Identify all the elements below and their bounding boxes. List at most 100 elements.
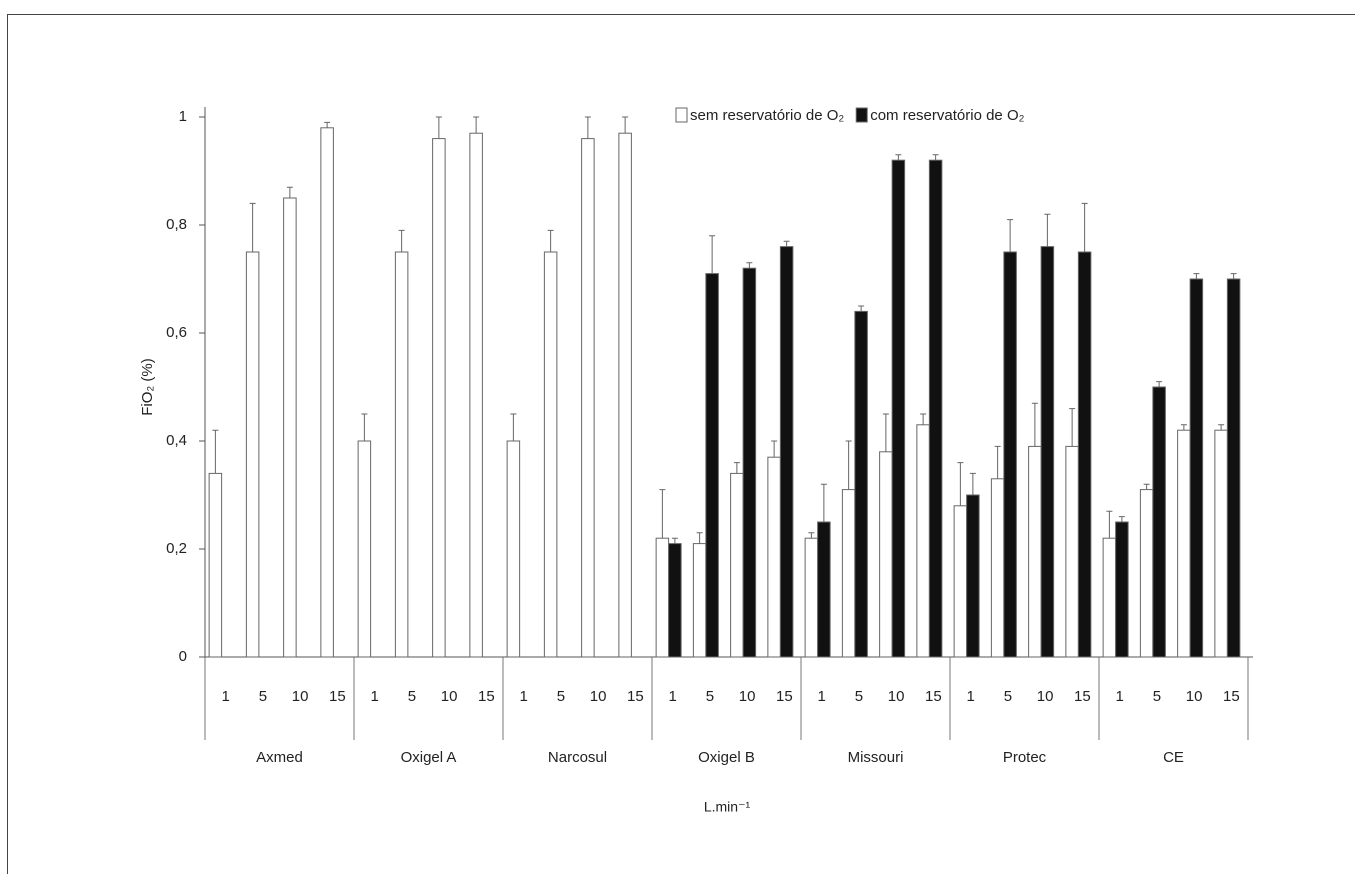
x-tick-label: 5 xyxy=(706,688,714,705)
error-bar xyxy=(709,236,715,274)
error-bar xyxy=(970,473,976,495)
error-bar xyxy=(697,533,703,544)
error-bar xyxy=(883,414,889,452)
x-tick-label: 5 xyxy=(259,688,267,705)
bar xyxy=(1004,252,1017,657)
bar xyxy=(284,198,297,657)
error-bar xyxy=(1007,220,1013,252)
error-bar xyxy=(287,187,293,198)
error-bar xyxy=(846,441,852,490)
error-bar xyxy=(1069,409,1075,447)
group-label: CE xyxy=(1163,749,1184,766)
x-tick-label: 1 xyxy=(817,688,825,705)
bar xyxy=(842,490,855,657)
group-label: Protec xyxy=(1003,749,1047,766)
y-tick-label: 0,2 xyxy=(166,540,187,557)
bar xyxy=(768,457,781,657)
error-bar xyxy=(746,263,752,268)
error-bar xyxy=(436,117,442,139)
y-tick-label: 0,4 xyxy=(166,432,187,449)
error-bar xyxy=(585,117,591,139)
error-bar xyxy=(995,446,1001,478)
x-tick-label: 1 xyxy=(519,688,527,705)
bar xyxy=(1078,252,1091,657)
x-tick-label: 1 xyxy=(1115,688,1123,705)
group-label: Oxigel B xyxy=(698,749,755,766)
bar xyxy=(470,133,483,657)
error-bar xyxy=(324,122,330,127)
x-tick-label: 1 xyxy=(221,688,229,705)
error-bar xyxy=(821,484,827,522)
error-bar xyxy=(1231,274,1237,279)
bar xyxy=(780,247,793,657)
group-label: Axmed xyxy=(256,749,303,766)
bar xyxy=(507,441,520,657)
y-tick-label: 0,8 xyxy=(166,216,187,233)
bar xyxy=(917,425,930,657)
error-bar xyxy=(473,117,479,133)
error-bar xyxy=(895,155,901,160)
error-bar xyxy=(1218,425,1224,430)
bar xyxy=(892,160,905,657)
bar xyxy=(1103,538,1116,657)
x-tick-label: 15 xyxy=(776,688,793,705)
x-tick-label: 5 xyxy=(855,688,863,705)
bar xyxy=(1029,446,1042,657)
bar xyxy=(1153,387,1166,657)
error-bar xyxy=(672,538,678,543)
bar xyxy=(544,252,557,657)
bar xyxy=(855,311,868,657)
legend-swatch xyxy=(676,108,687,122)
bar xyxy=(1178,430,1191,657)
error-bar xyxy=(920,414,926,425)
x-axis-label: L.min⁻¹ xyxy=(704,799,751,815)
error-bar xyxy=(1119,517,1125,522)
x-tick-label: 15 xyxy=(478,688,495,705)
legend-label: sem reservatório de O₂ xyxy=(690,107,844,124)
group-label: Narcosul xyxy=(548,749,607,766)
bar xyxy=(1227,279,1240,657)
x-tick-label: 5 xyxy=(1004,688,1012,705)
error-bar xyxy=(1144,484,1150,489)
bar xyxy=(991,479,1004,657)
bar xyxy=(743,268,756,657)
bar xyxy=(1066,446,1079,657)
x-tick-label: 1 xyxy=(370,688,378,705)
bar xyxy=(805,538,818,657)
x-tick-label: 10 xyxy=(292,688,309,705)
x-tick-label: 5 xyxy=(557,688,565,705)
bar xyxy=(706,274,719,657)
x-tick-label: 10 xyxy=(739,688,756,705)
bar xyxy=(818,522,831,657)
error-bar xyxy=(622,117,628,133)
bar xyxy=(321,128,334,657)
x-tick-label: 10 xyxy=(1186,688,1203,705)
x-tick-label: 10 xyxy=(888,688,905,705)
error-bar xyxy=(361,414,367,441)
bar xyxy=(395,252,408,657)
x-tick-label: 5 xyxy=(1153,688,1161,705)
bar xyxy=(582,139,595,657)
bar xyxy=(1190,279,1203,657)
error-bar xyxy=(1106,511,1112,538)
error-bar xyxy=(212,430,218,473)
y-tick-label: 1 xyxy=(179,108,187,125)
error-bar xyxy=(1082,203,1088,252)
error-bar xyxy=(771,441,777,457)
bar xyxy=(619,133,632,657)
bar xyxy=(1116,522,1129,657)
x-tick-label: 1 xyxy=(966,688,974,705)
error-bar xyxy=(784,241,790,246)
bar xyxy=(731,473,744,657)
x-tick-label: 15 xyxy=(925,688,942,705)
error-bar xyxy=(808,533,814,538)
error-bar xyxy=(1193,274,1199,279)
bar xyxy=(358,441,371,657)
group-label: Missouri xyxy=(848,749,904,766)
bar xyxy=(246,252,259,657)
group-label: Oxigel A xyxy=(401,749,457,766)
error-bar xyxy=(1044,214,1050,246)
x-tick-label: 15 xyxy=(627,688,644,705)
error-bar xyxy=(1181,425,1187,430)
